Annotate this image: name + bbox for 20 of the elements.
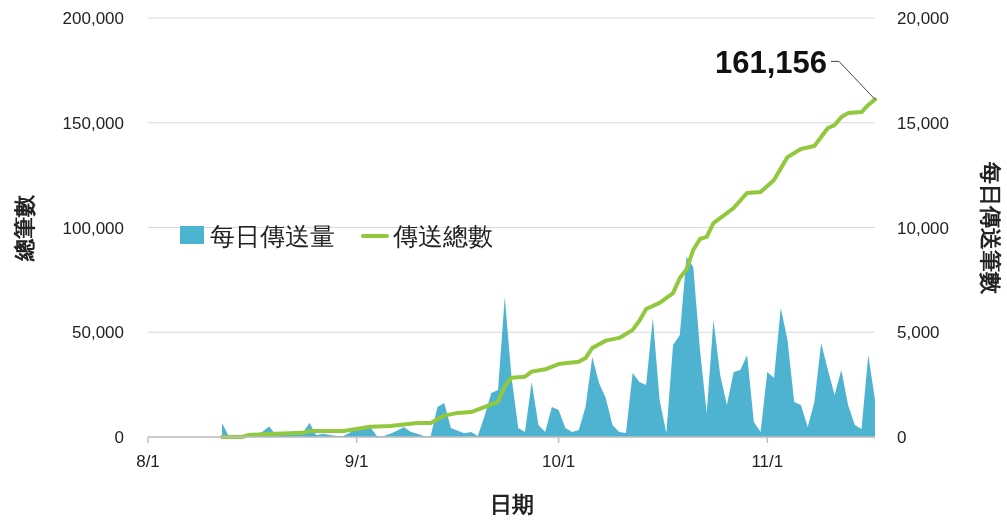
- y-tick-label: 50,000: [72, 323, 124, 343]
- y2-tick-label: 5,000: [897, 323, 940, 343]
- x-tick-label: 8/1: [136, 452, 160, 471]
- y2-tick-label: 10,000: [897, 218, 949, 238]
- y2-tick-label: 15,000: [897, 113, 949, 133]
- legend-label: 每日傳送量: [210, 222, 335, 250]
- x-axis-title: 日期: [489, 492, 534, 517]
- y2-tick-label: 0: [897, 428, 907, 447]
- y2-tick-label: 20,000: [897, 9, 949, 28]
- annotation: 161,156: [714, 45, 827, 81]
- y-tick-label: 100,000: [62, 218, 124, 238]
- x-tick-label: 9/1: [344, 452, 369, 471]
- y-axis-title: 總筆數: [12, 193, 37, 262]
- x-tick-label: 11/1: [751, 452, 784, 471]
- x-tick-label: 10/1: [542, 452, 576, 471]
- y2-axis-title: 每日傳送筆數: [978, 160, 1003, 295]
- y-tick-label: 0: [114, 428, 124, 447]
- y-tick-label: 200,000: [62, 9, 124, 28]
- y-tick-label: 150,000: [62, 113, 124, 133]
- legend-label: 傳送總數: [392, 222, 493, 250]
